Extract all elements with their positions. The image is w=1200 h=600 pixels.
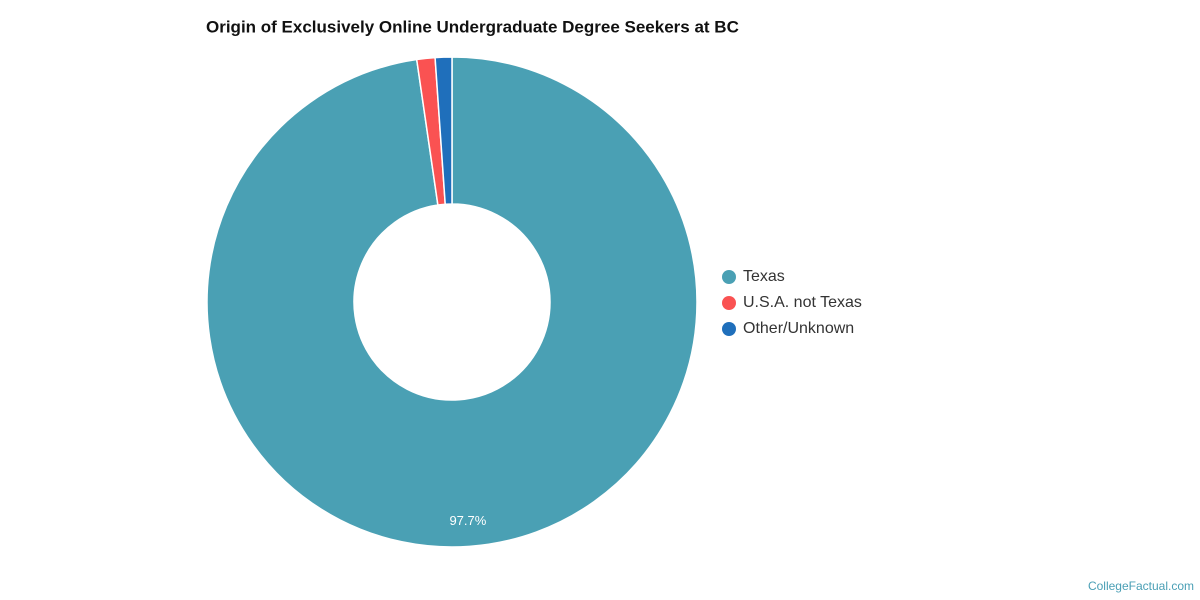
legend-label: Other/Unknown	[743, 320, 854, 337]
legend-label: U.S.A. not Texas	[743, 294, 862, 311]
chart-title: Origin of Exclusively Online Undergradua…	[206, 17, 739, 36]
data-label: 97.7%	[449, 513, 486, 528]
legend-marker	[722, 322, 736, 336]
credit: CollegeFactual.com	[1088, 579, 1194, 593]
slice	[206, 56, 698, 548]
legend-marker	[722, 270, 736, 284]
legend-label: Texas	[743, 268, 785, 285]
slice	[434, 56, 453, 206]
legend-marker	[722, 296, 736, 310]
